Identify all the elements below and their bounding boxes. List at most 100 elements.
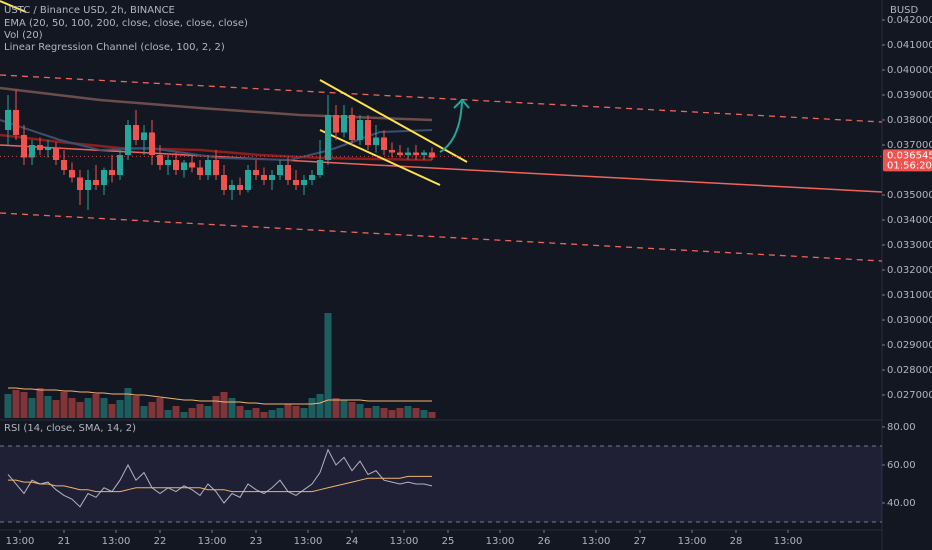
candle-body [133,125,139,140]
marks: 0.04200000 0.04100000 0.04000000 0.03900000… [0,15,932,547]
volume-bar [348,402,356,418]
y-tick-label: 0.03400000 [887,215,932,226]
y-tick-label: 40.00 [887,498,916,509]
y-tick-label: 0.03200000 [887,265,932,276]
candle-body [413,152,419,155]
volume-bar [220,392,228,418]
rsi-line [7,448,433,508]
volume-bar [28,398,36,418]
x-tick-label: 22 [154,536,167,547]
volume-bar [132,396,140,418]
candle-body [53,147,59,160]
candle-body [317,160,323,175]
indicator-legend: EMA (20, 50, 100, 200, close, close, clo… [4,18,248,29]
candle-body [325,115,331,160]
rsi-title: RSI (14, close, SMA, 14, 2) [4,423,136,434]
volume-bar [188,408,196,418]
volume-bar [4,394,12,418]
y-tick-label: 0.03300000 [887,240,932,251]
candle-body [37,145,43,150]
y-tick-label: 0.02800000 [887,365,932,376]
candle-body [349,115,355,140]
arrow-head [453,98,470,109]
candle-body [197,167,203,175]
y-tick-label: 0.04000000 [887,65,932,76]
x-tick-label: 13:00 [774,536,803,547]
volume-bar [396,408,404,418]
channel-mid [0,144,883,193]
x-tick-label: 13:00 [582,536,611,547]
x-tick-label: 13:00 [6,536,35,547]
y-tick-label: 60.00 [887,460,916,471]
x-tick-label: 13:00 [390,536,419,547]
volume-bar [20,392,28,418]
y-tick-label: 0.03800000 [887,115,932,126]
candle-body [237,185,243,190]
volume-bar [196,404,204,418]
volume-bar [164,410,172,418]
x-tick-label: 13:00 [102,536,131,547]
candle-body [173,160,179,170]
volume-bar [180,412,188,418]
symbol-title: USTC / Binance USD, 2h, BINANCE [4,5,175,16]
candle-body [333,115,339,133]
candle-body [77,177,83,190]
y-tick-label: 0.03500000 [887,190,932,201]
candle-body [421,152,427,155]
candle-body [149,132,155,155]
candle-body [293,180,299,185]
volume-bar [52,400,60,418]
volume-bar [420,410,428,418]
volume-bar [300,408,308,418]
candle-body [389,150,395,153]
last-price-box [883,149,932,172]
x-tick-label: 24 [346,536,359,547]
last-price-label: 0.03654577 [887,150,932,161]
volume-bar [428,412,436,418]
candle-body [229,185,235,190]
candle-body [141,132,147,140]
x-tick-label: 13:00 [198,536,227,547]
rsi-line [8,475,432,493]
volume-bar [308,398,316,418]
candle-body [181,162,187,170]
volume-bar [36,388,44,418]
candle-body [85,180,91,190]
volume-bar [156,398,164,418]
volume-bar [236,406,244,418]
volume-bar [388,410,396,418]
channel-upper [0,74,883,123]
indicator-legend: Linear Regression Channel (close, 100, 2… [4,42,225,53]
y-tick-label: 0.03000000 [887,315,932,326]
volume-sma [8,387,432,405]
rsi-band-fill [0,445,882,523]
x-tick-label: 13:00 [678,536,707,547]
candle-body [157,155,163,165]
candle-body [285,165,291,180]
x-tick-label: 26 [538,536,551,547]
candle-body [365,120,371,145]
x-tick-label: 25 [442,536,455,547]
indicator-legend: Vol (20) [4,30,43,41]
candle-body [5,110,11,130]
y-tick-label: 0.02900000 [887,340,932,351]
volume-bar [332,398,340,418]
candle-body [309,175,315,180]
volume-bar [340,400,348,418]
x-tick-label: 23 [250,536,263,547]
candle-body [125,125,131,155]
volume-bar [68,398,76,418]
volume-bar [60,392,68,418]
volume-bar [244,410,252,418]
candle-body [373,137,379,145]
volume-bar [276,408,284,418]
countdown: 01:56:20 [887,160,932,171]
candle-body [213,160,219,175]
candle-body [381,137,387,150]
y-tick-label: 0.02700000 [887,390,932,401]
candle-body [93,180,99,185]
x-tick-label: 13:00 [294,536,323,547]
ema-line [0,119,433,162]
candle-body [245,170,251,190]
